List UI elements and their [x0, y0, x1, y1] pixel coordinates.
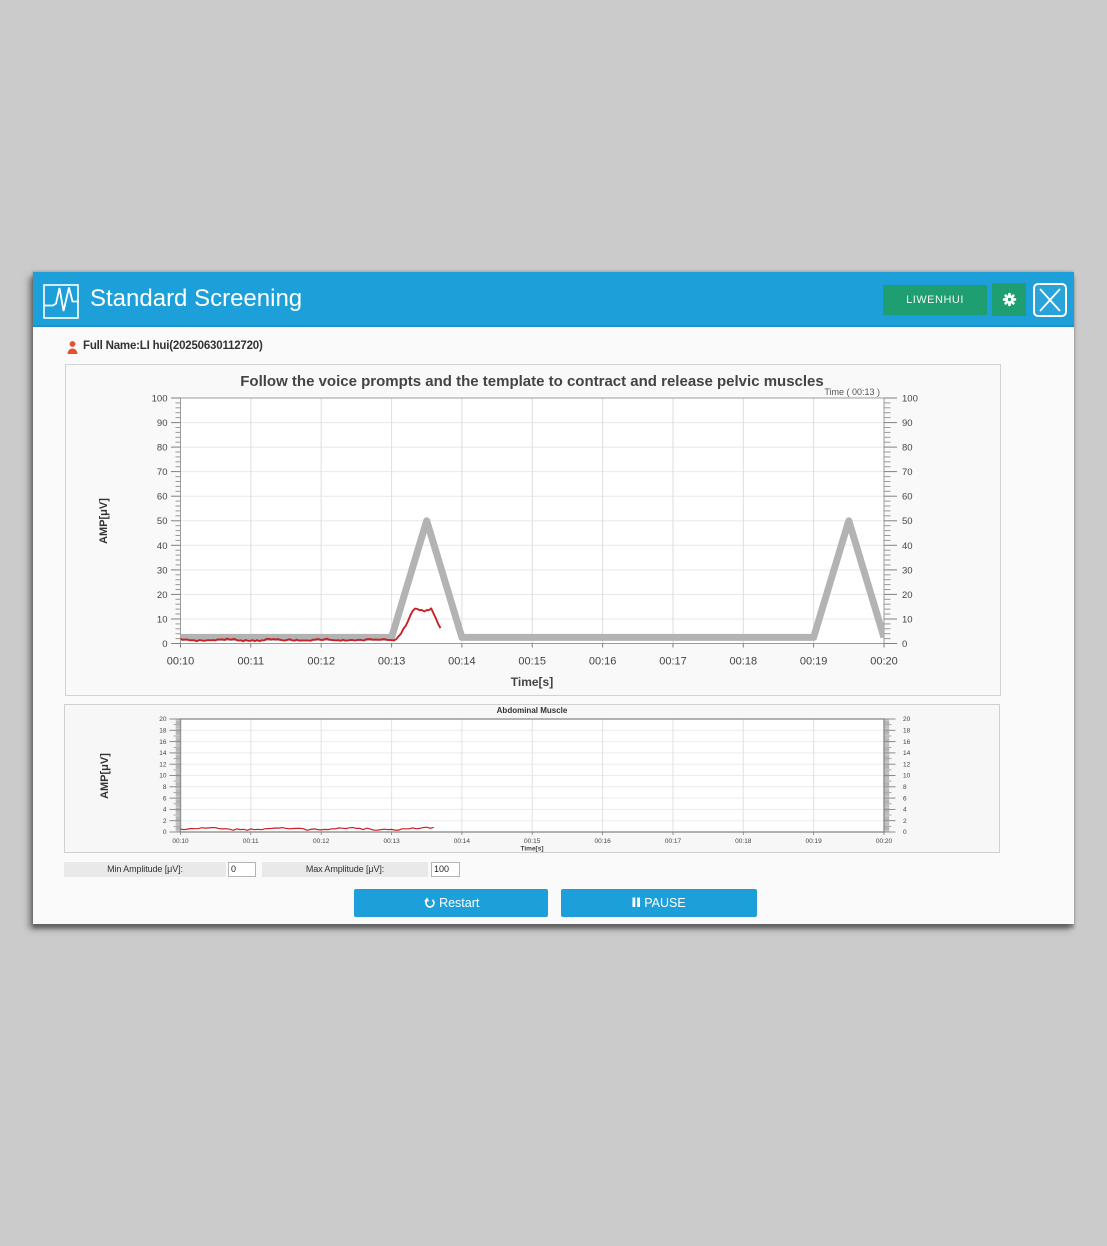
svg-text:50: 50: [157, 516, 168, 527]
svg-text:70: 70: [157, 467, 168, 478]
svg-text:70: 70: [902, 467, 913, 478]
svg-text:00:18: 00:18: [735, 838, 752, 845]
svg-text:00:12: 00:12: [313, 838, 330, 845]
svg-text:40: 40: [902, 541, 913, 552]
svg-text:12: 12: [903, 761, 911, 768]
svg-text:0: 0: [903, 829, 907, 836]
svg-text:00:13: 00:13: [378, 656, 406, 668]
svg-text:00:20: 00:20: [870, 656, 898, 668]
svg-text:0: 0: [902, 639, 907, 650]
svg-text:Time ( 00:13 ): Time ( 00:13 ): [824, 387, 880, 397]
svg-text:100: 100: [152, 394, 168, 405]
svg-text:10: 10: [157, 615, 168, 626]
svg-text:40: 40: [157, 541, 168, 552]
svg-text:20: 20: [157, 590, 168, 601]
svg-text:12: 12: [159, 761, 167, 768]
svg-text:90: 90: [157, 418, 168, 429]
svg-text:90: 90: [902, 418, 913, 429]
svg-text:30: 30: [157, 565, 168, 576]
svg-text:00:12: 00:12: [307, 656, 335, 668]
svg-text:00:17: 00:17: [665, 838, 682, 845]
svg-text:00:16: 00:16: [589, 656, 617, 668]
svg-text:6: 6: [163, 795, 167, 802]
svg-text:00:15: 00:15: [518, 656, 546, 668]
svg-text:60: 60: [902, 492, 913, 503]
svg-text:4: 4: [903, 807, 907, 814]
svg-text:4: 4: [163, 807, 167, 814]
svg-text:80: 80: [157, 443, 168, 454]
svg-text:Follow the voice prompts and t: Follow the voice prompts and the templat…: [240, 373, 824, 390]
svg-text:14: 14: [903, 750, 911, 757]
svg-text:00:14: 00:14: [454, 838, 471, 845]
svg-text:00:18: 00:18: [730, 656, 758, 668]
svg-text:0: 0: [162, 639, 167, 650]
svg-text:10: 10: [903, 773, 911, 780]
svg-text:60: 60: [157, 492, 168, 503]
svg-text:Time[s]: Time[s]: [511, 675, 553, 689]
svg-text:00:13: 00:13: [383, 838, 400, 845]
svg-text:10: 10: [159, 773, 167, 780]
svg-text:16: 16: [903, 739, 911, 746]
svg-text:8: 8: [163, 784, 167, 791]
svg-text:20: 20: [902, 590, 913, 601]
svg-text:20: 20: [903, 716, 911, 723]
svg-text:00:10: 00:10: [167, 656, 195, 668]
svg-text:00:10: 00:10: [172, 838, 189, 845]
svg-text:Time[s]: Time[s]: [521, 846, 544, 853]
svg-text:50: 50: [902, 516, 913, 527]
svg-text:0: 0: [163, 829, 167, 836]
svg-text:00:11: 00:11: [243, 838, 259, 845]
svg-text:00:11: 00:11: [237, 656, 264, 668]
svg-text:20: 20: [159, 716, 167, 723]
svg-text:AMP[μV]: AMP[μV]: [98, 498, 110, 544]
svg-text:6: 6: [903, 795, 907, 802]
svg-text:AMP[μV]: AMP[μV]: [99, 753, 111, 799]
svg-text:Abdominal Muscle: Abdominal Muscle: [497, 706, 568, 715]
svg-text:2: 2: [903, 818, 907, 825]
svg-text:00:20: 00:20: [876, 838, 893, 845]
svg-text:00:16: 00:16: [594, 838, 611, 845]
svg-text:18: 18: [903, 728, 911, 735]
svg-text:00:17: 00:17: [659, 656, 687, 668]
svg-text:10: 10: [902, 615, 913, 626]
svg-text:2: 2: [163, 818, 167, 825]
svg-text:100: 100: [902, 394, 918, 405]
svg-text:16: 16: [159, 739, 167, 746]
svg-text:8: 8: [903, 784, 907, 791]
svg-text:80: 80: [902, 443, 913, 454]
svg-text:14: 14: [159, 750, 167, 757]
svg-text:00:19: 00:19: [805, 838, 822, 845]
svg-text:00:19: 00:19: [800, 656, 828, 668]
svg-text:18: 18: [159, 728, 167, 735]
svg-text:00:14: 00:14: [448, 656, 476, 668]
svg-text:30: 30: [902, 565, 913, 576]
svg-text:00:15: 00:15: [524, 838, 541, 845]
